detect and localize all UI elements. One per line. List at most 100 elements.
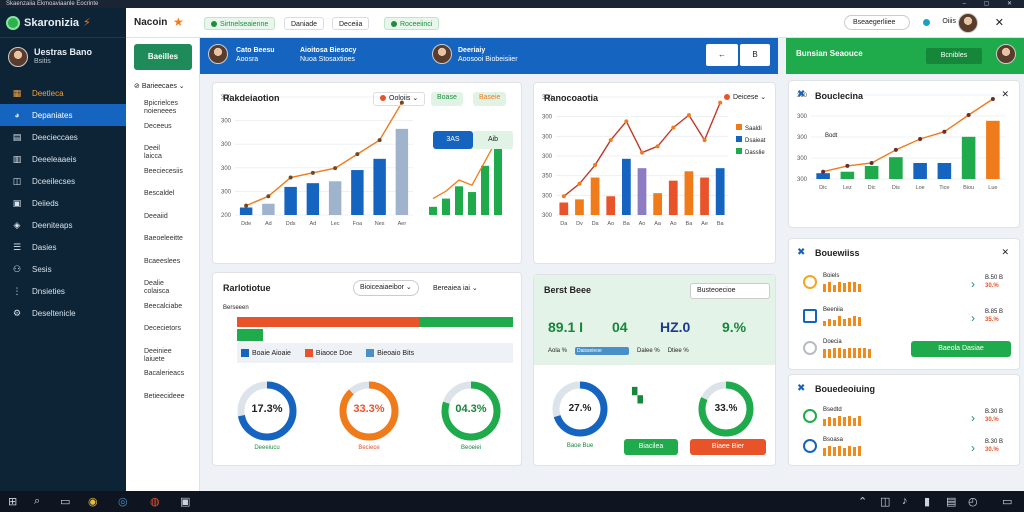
notification-dot-icon[interactable] — [923, 19, 930, 26]
search-icon[interactable]: ⌕ — [34, 495, 41, 507]
list-item[interactable]: Bsoasa › B.30 B 30.% — [799, 437, 1015, 461]
chart-tag-chip[interactable]: Baseie — [473, 92, 507, 106]
expand-icon[interactable]: ✖ — [797, 247, 806, 258]
pill-button-1[interactable]: Biaee Bier — [690, 439, 766, 455]
category-dropdown[interactable]: ⊘ Barieecaes ⌄ — [134, 83, 185, 90]
sidebar-item-1[interactable]: ◕ Depaniates — [0, 104, 126, 126]
brand[interactable]: Skaronizia ⚡ — [0, 8, 126, 38]
list-item[interactable]: Beecalciabe — [144, 302, 183, 310]
report-icon: ▥ — [12, 153, 22, 164]
sidebar-item-9[interactable]: ⋮ Dnsieties — [12, 285, 65, 296]
list-item[interactable]: Bpicrielces noieneees — [144, 100, 178, 115]
bar-mark — [961, 136, 976, 179]
close-icon[interactable]: ✕ — [1001, 89, 1009, 99]
list-item[interactable]: Boiels › B.50 B 30.% — [799, 273, 1015, 297]
search-input[interactable]: Bseaegerliiee — [844, 15, 910, 30]
tab-3[interactable]: Roceeiinci — [384, 17, 440, 30]
sidebar-item-5[interactable]: ▣ Deiieds — [12, 197, 59, 208]
x-tick-label: Aer — [398, 221, 407, 227]
star-icon[interactable]: ★ — [173, 15, 184, 29]
sidebar-item-7[interactable]: ☰ Dasies — [12, 241, 57, 252]
tab-0[interactable]: Sirtnelseaienne — [204, 17, 276, 30]
primary-button[interactable]: Baeilles — [134, 44, 192, 70]
back-button[interactable]: ← — [706, 44, 738, 66]
close-icon[interactable]: ✕ — [994, 17, 1004, 29]
language-icon[interactable]: ▤ — [946, 496, 957, 508]
tray-icon[interactable]: ⌃ — [858, 496, 868, 508]
list-item[interactable]: Deeil laicca — [144, 145, 162, 160]
chart-filter-chip[interactable]: Deicese ⌄ — [718, 92, 772, 106]
legend-entry: Dsaieat — [745, 138, 766, 144]
list-item[interactable]: Dececietors — [144, 325, 181, 332]
list-item[interactable]: Bescaldel — [144, 190, 175, 197]
notification-icon[interactable]: ▭ — [1002, 496, 1013, 508]
browser-icon[interactable]: ◉ — [88, 496, 98, 508]
list-item[interactable]: Bacalerieacs — [144, 370, 185, 377]
expand-icon[interactable]: ✖ — [797, 383, 806, 394]
lightning-icon: ⚡ — [83, 17, 91, 29]
legend-swatch-icon — [736, 136, 742, 142]
list-item[interactable]: Deceeus — [144, 122, 172, 130]
list-item[interactable]: Bsedtd › B.30 B 30.% — [799, 407, 1015, 431]
list-item[interactable]: Baeoeleeitte — [144, 235, 183, 242]
list-item[interactable]: Beeniia › B.85 B 35.% — [799, 307, 1015, 331]
next-button[interactable]: B — [740, 44, 770, 66]
toggle-button-a[interactable]: 3AS — [433, 131, 473, 149]
list-item[interactable]: Dealie colaisca — [144, 280, 170, 295]
app-icon[interactable]: ◍ — [150, 496, 160, 508]
tab-2[interactable]: Deceiia — [332, 17, 370, 30]
close-icon[interactable]: ✕ — [1001, 247, 1009, 257]
legend-swatch-icon — [241, 349, 249, 357]
list-item[interactable]: Betieecideee — [144, 392, 185, 400]
sidebar-item-3[interactable]: ▥ Deeeleaaeis — [12, 153, 77, 164]
battery-icon[interactable]: ▮ — [924, 496, 931, 508]
avatar[interactable] — [958, 13, 978, 33]
list-item[interactable]: Beeciecesiis — [144, 167, 183, 175]
task-view-icon[interactable]: ▭ — [60, 496, 71, 508]
kpi-card: Berst Beee Busteoecioe 89.1 I 04 HZ.0 9.… — [533, 274, 776, 466]
list-item[interactable]: Doecia — [799, 339, 1015, 363]
x-tick-label: Ad — [310, 221, 317, 227]
list-item[interactable]: Deeiniee laiuete — [144, 347, 172, 363]
chart-tag-chip[interactable]: Boase — [431, 92, 463, 106]
store-icon[interactable]: ▣ — [180, 496, 191, 508]
expand-icon[interactable]: ✖ — [797, 89, 806, 100]
sidebar-item-2[interactable]: ▤ Deecieccaes — [12, 131, 78, 142]
avatar[interactable] — [996, 44, 1016, 64]
taskbar: ⊞ ⌕ ▭ ◉ ◎ ◍ ▣ ⌃ ◫ ♪ ▮ ▤ ◴ ▭ — [0, 491, 1024, 512]
sidebar-item-6[interactable]: ◈ Deeniteaps — [13, 219, 73, 230]
volume-icon[interactable]: ♪ — [902, 495, 908, 507]
donut-arc — [552, 381, 608, 437]
edge-icon[interactable]: ◎ — [118, 496, 128, 508]
list-card-action-button[interactable]: Baeola Dasiae — [911, 341, 1011, 357]
start-icon[interactable]: ⊞ — [8, 496, 18, 508]
sidebar-item-8[interactable]: ⚇ Sesis — [12, 263, 52, 274]
avatar[interactable] — [432, 44, 452, 64]
kpi-filter[interactable]: Busteoecioe — [690, 283, 770, 299]
chart-filter-chip[interactable]: Ooloiis ⌄ — [373, 92, 426, 106]
clock-icon[interactable]: ◴ — [968, 496, 978, 508]
list-item-label: Beeniia — [823, 307, 844, 313]
tab-1[interactable]: Daniade — [284, 17, 325, 30]
metric-icon — [803, 439, 817, 453]
sidebar-item-0[interactable]: ▦ Deetleca — [12, 87, 64, 98]
window-controls[interactable]: – ▢ ✕ — [962, 1, 1020, 7]
bar-mark — [840, 171, 855, 179]
avatar[interactable] — [208, 44, 228, 64]
sidebar-item-10[interactable]: ⚙ Deseltenicle — [12, 307, 76, 318]
metric-icon — [803, 409, 817, 423]
list-item[interactable]: Deeaiid — [144, 212, 168, 220]
list-item[interactable]: Bcaeeslees — [144, 257, 181, 265]
filter-label: Bereaiea iai ⌄ — [433, 285, 478, 292]
network-icon[interactable]: ◫ — [880, 496, 891, 508]
line-point — [288, 175, 293, 180]
pill-button-0[interactable]: Biacilea — [624, 439, 678, 455]
green-band-button[interactable]: Bcnibles — [926, 48, 982, 64]
filter-dropdown[interactable]: Bioiceaiaeibor ⌄ — [353, 280, 419, 296]
line-point — [593, 163, 598, 168]
sidebar-item-4[interactable]: ◫ Dceeilecses — [12, 175, 76, 186]
metric-value: B.50 B — [985, 275, 1004, 281]
bar-mark — [590, 177, 600, 215]
user-profile[interactable]: Uestras Bano Bsitis — [0, 38, 126, 76]
toggle-button-b[interactable]: Aib — [473, 131, 513, 149]
